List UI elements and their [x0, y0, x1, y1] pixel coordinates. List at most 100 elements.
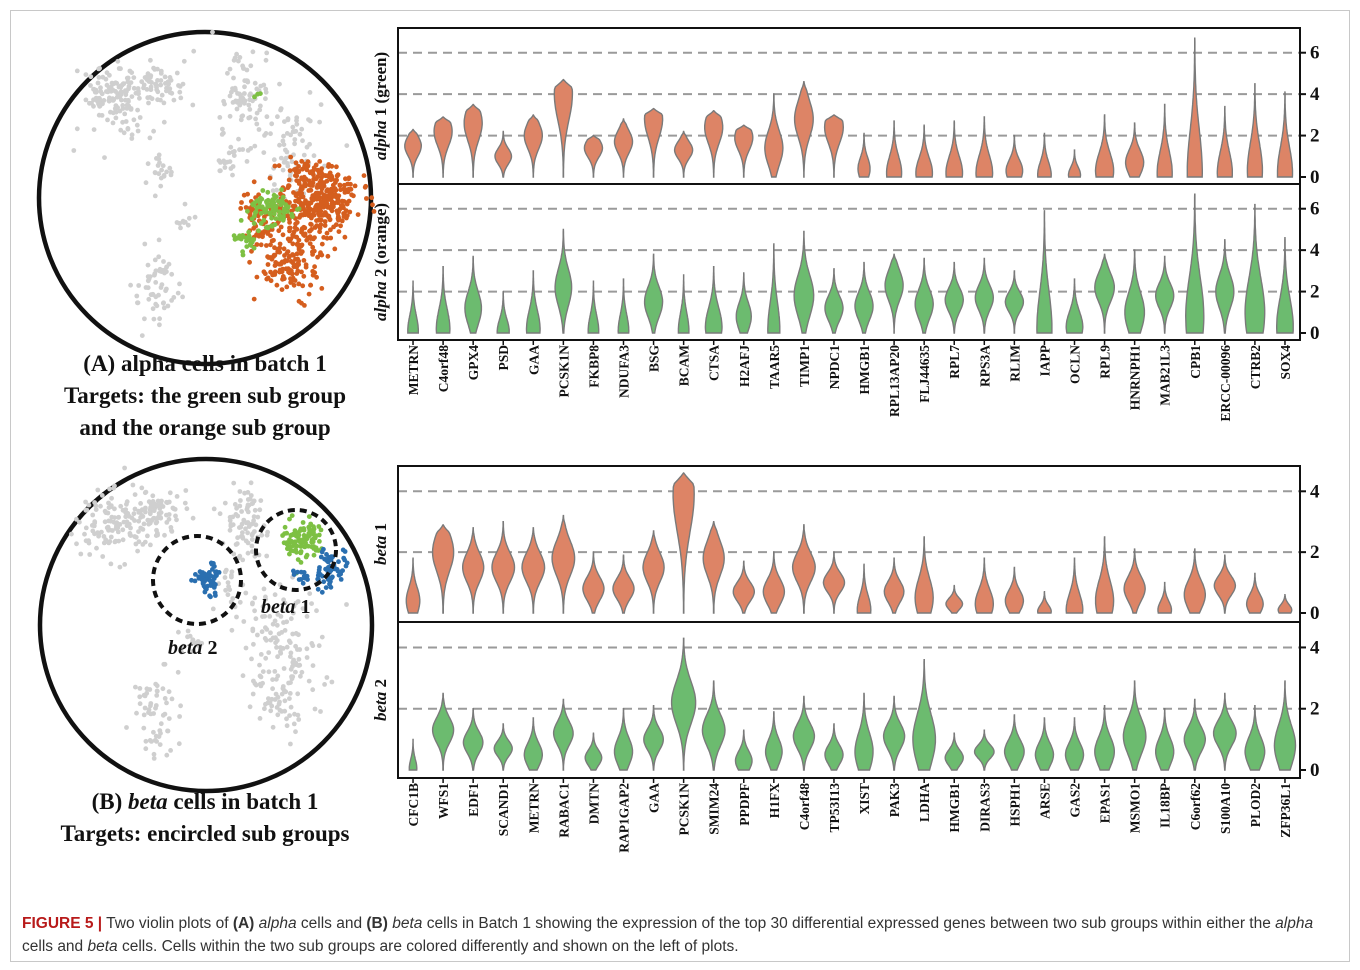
scatter-point-gray: [287, 696, 292, 701]
panel-b-label: (B) beta cells in batch 1 Targets: encir…: [18, 786, 392, 850]
scatter-point-gray: [220, 126, 225, 132]
scatter-point-green: [289, 539, 295, 544]
scatter-point-gray: [167, 86, 173, 92]
scatter-point-gray: [230, 172, 235, 178]
violin-RLIM: [1004, 270, 1025, 334]
violin-TIMP1: [793, 230, 815, 334]
beta2-label: beta 2: [168, 637, 217, 659]
scatter-point-gray: [118, 503, 124, 509]
scatter-point-gray: [260, 680, 265, 686]
scatter-point-gray: [95, 530, 100, 536]
scatter-point-gray: [219, 132, 225, 137]
scatter-point-gray: [263, 625, 268, 631]
scatter-point-gray: [141, 85, 146, 91]
violin-FKBP8: [583, 134, 604, 178]
scatter-point-orange: [321, 235, 327, 240]
scatter-point-gray: [169, 528, 174, 533]
scatter-point-gray: [134, 293, 140, 299]
gene-label: RABAC1: [556, 783, 571, 838]
scatter-point-green: [257, 200, 263, 205]
scatter-point-gray: [100, 554, 106, 559]
scatter-point-blue: [324, 558, 329, 563]
scatter-point-gray: [176, 741, 182, 747]
violin-RPL7: [945, 120, 964, 178]
scatter-point-green: [298, 560, 304, 565]
scatter-point-gray: [225, 592, 231, 598]
scatter-point-green: [300, 538, 306, 544]
scatter-point-blue: [298, 569, 304, 575]
scatter-point-gray: [252, 507, 258, 513]
gene-label: HNRNPH1: [1128, 345, 1143, 410]
violin-CFC1B: [408, 738, 418, 771]
scatter-point-blue: [327, 581, 332, 587]
violin-SOX4: [1276, 91, 1294, 178]
scatter-point-gray: [281, 142, 287, 148]
scatter-point-gray: [229, 574, 234, 580]
scatter-point-orange: [364, 196, 369, 201]
panel-b-label-line1: (B) beta cells in batch 1: [91, 789, 319, 814]
scatter-point-gray: [120, 106, 126, 111]
scatter-point-gray: [122, 562, 128, 567]
scatter-point-gray: [148, 57, 153, 63]
gene-label: TAAR5: [767, 345, 782, 389]
gene-label: RPS3A: [977, 345, 992, 387]
scatter-point-gray: [95, 487, 101, 493]
scatter-point-gray: [112, 515, 117, 520]
scatter-point-gray: [136, 529, 141, 534]
scatter-point-orange: [277, 241, 283, 247]
scatter-point-orange: [272, 163, 278, 169]
violin-GAS2: [1065, 557, 1084, 614]
scatter-point-gray: [231, 551, 237, 557]
scatter-point-blue: [338, 577, 344, 582]
scatter-point-orange: [315, 174, 321, 179]
scatter-point-blue: [210, 567, 215, 572]
scatter-point-orange: [296, 168, 302, 174]
scatter-point-orange: [274, 282, 280, 288]
scatter-point-orange: [272, 245, 277, 251]
scatter-point-gray: [158, 78, 164, 83]
scatter-point-blue: [291, 572, 297, 577]
scatter-point-gray: [269, 121, 275, 127]
scatter-point-gray: [155, 530, 160, 536]
scatter-point-gray: [285, 117, 291, 123]
scatter-point-gray: [252, 143, 258, 149]
scatter-point-orange: [311, 165, 317, 171]
violin-C4orf48: [435, 266, 451, 334]
ylabel-b-2: beta 2: [371, 679, 390, 721]
scatter-point-gray: [138, 525, 144, 531]
violin-PAK3: [882, 695, 906, 771]
scatter-point-gray: [299, 126, 305, 132]
beta1-encircle: [254, 508, 338, 592]
scatter-point-gray: [175, 290, 181, 296]
violin-TP53I13: [824, 723, 844, 771]
violin-TAAR5: [764, 93, 784, 178]
scatter-point-gray: [145, 161, 151, 167]
scatter-point-gray: [159, 498, 164, 504]
scatter-point-orange: [294, 173, 300, 179]
scatter-point-gray: [258, 652, 264, 657]
scatter-point-gray: [250, 601, 255, 607]
gene-label: WFS1: [436, 783, 451, 819]
scatter-point-orange: [308, 236, 313, 242]
scatter-point-orange: [241, 192, 247, 198]
scatter-point-gray: [221, 158, 227, 164]
violin-HNRNPH1: [1124, 249, 1146, 334]
scatter-point-gray: [148, 703, 153, 709]
scatter-point-gray: [237, 102, 243, 108]
scatter-point-gray: [155, 66, 160, 72]
scatter-point-gray: [267, 700, 273, 706]
scatter-point-blue: [211, 561, 216, 566]
scatter-point-gray: [304, 646, 310, 652]
scatter-point-gray: [275, 712, 281, 718]
scatter-point-gray: [293, 729, 298, 735]
scatter-point-orange: [355, 212, 361, 218]
scatter-point-gray: [293, 669, 298, 675]
scatter-point-gray: [240, 113, 246, 119]
scatter-point-green: [311, 552, 317, 558]
scatter-point-gray: [157, 503, 163, 508]
scatter-point-gray: [168, 172, 174, 178]
gene-label: HMGB1: [857, 345, 872, 395]
scatter-point-gray: [148, 73, 154, 79]
scatter-point-orange: [309, 227, 314, 232]
scatter-point-gray: [243, 526, 248, 532]
